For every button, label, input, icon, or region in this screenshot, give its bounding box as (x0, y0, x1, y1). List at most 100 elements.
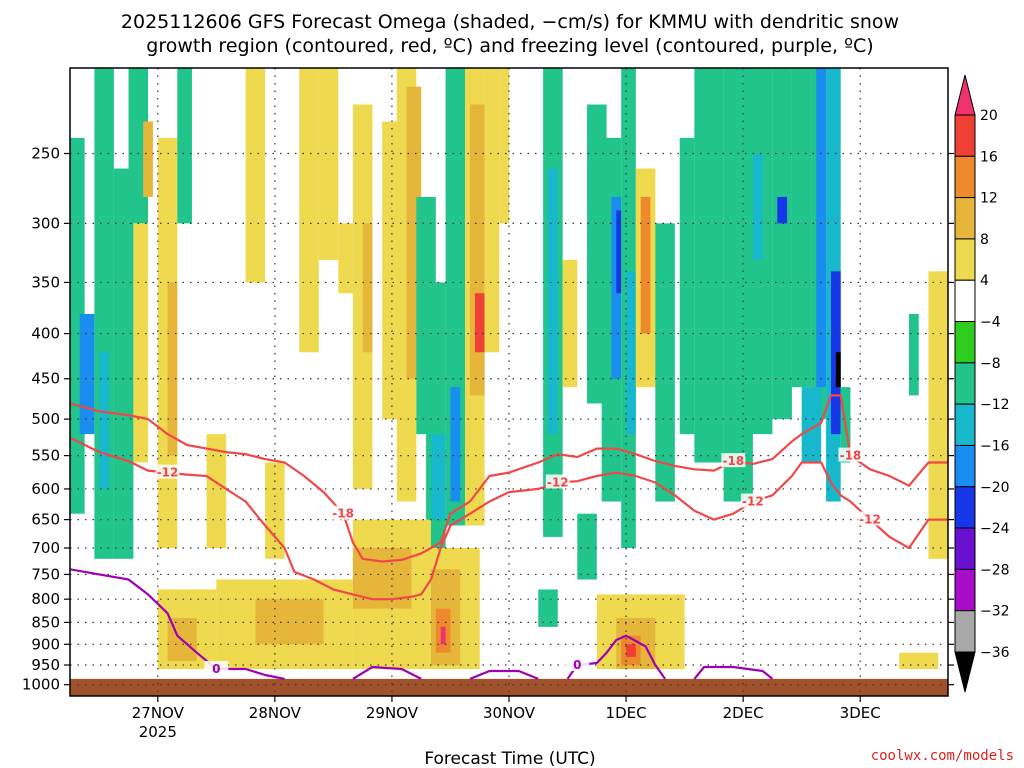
contour-label-bg-0-0 (204, 661, 229, 676)
contour-label-bg--18-2 (838, 447, 863, 462)
x-tick-label-0: 27NOV (132, 704, 185, 722)
y-tick-label-650: 650 (31, 511, 60, 529)
x-tick-label-5: 2DEC (723, 704, 764, 722)
omega-shading (70, 68, 948, 670)
colorbar-label-9: −20 (980, 480, 1010, 496)
colorbar-label-13: −36 (980, 645, 1010, 661)
contour-label-bg-0d-0 (565, 657, 590, 672)
contour-label-0-0: 0 (212, 662, 220, 676)
colorbar: 20 16 12 8 4 −4 −8 −12 −16 −20 −24 −28 −32 −36 (954, 74, 1010, 693)
omega-cell-9 (177, 68, 192, 224)
omega-cell-76 (577, 513, 597, 580)
contour-label-bg--12-0 (155, 464, 180, 479)
contour-label-bg--12-3 (857, 511, 882, 526)
contour-line--18 (70, 394, 948, 563)
colorbar-label-2: 12 (980, 191, 998, 207)
omega-cell-18 (362, 223, 373, 353)
colorbar-label-4: 4 (980, 273, 989, 289)
omega-cell-45 (694, 68, 724, 463)
colorbar-label-11: −28 (980, 562, 1010, 578)
omega-cell-38 (616, 210, 622, 294)
y-tick-label-600: 600 (31, 480, 60, 498)
colorbar-swatch-7 (954, 362, 976, 405)
omega-cell-77 (899, 652, 939, 670)
y-tick-label-700: 700 (31, 539, 60, 557)
colorbar-label-5: −4 (980, 315, 1001, 331)
contour-line--12 (70, 436, 948, 601)
omega-cell-1 (79, 313, 95, 435)
omega-cell-70 (440, 626, 446, 645)
colorbar-swatch-2 (954, 155, 976, 199)
colorbar-swatch-3 (954, 197, 976, 240)
omega-cell-8 (167, 282, 178, 456)
contour-line-0b (352, 665, 422, 680)
colorbar-swatch-5 (954, 279, 976, 323)
x-tick-label-6: 3DEC (840, 704, 881, 722)
contour-label--18-2: -18 (840, 449, 862, 463)
colorbar-label-7: −12 (980, 397, 1010, 413)
colorbar-label-8: −16 (980, 438, 1010, 454)
contour-label-bg--18-1 (721, 453, 746, 468)
colorbar-swatch-10 (954, 486, 976, 529)
plot-area: -18 -18 -18 -12 -12 -12 -12 0 0 (70, 68, 948, 696)
omega-cell-34 (562, 259, 578, 388)
contour-label--12-3: -12 (859, 513, 881, 527)
omega-cell-44 (679, 137, 695, 435)
colorbar-label-12: −32 (980, 604, 1010, 620)
surface-band (70, 678, 948, 696)
omega-cell-50 (777, 196, 788, 224)
omega-cell-29 (474, 293, 485, 353)
chart-title: 2025112606 GFS Forecast Omega (shaded, −… (121, 11, 899, 57)
contour-label--18-0: -18 (332, 507, 354, 521)
contour-label-bg--12-1 (545, 474, 570, 489)
colorbar-label-1: 16 (980, 149, 998, 165)
omega-cell-33 (548, 168, 558, 435)
colorbar-swatch-12 (954, 568, 976, 612)
colorbar-swatch-8 (954, 403, 976, 446)
contour-label-bg--18-0 (331, 505, 356, 520)
y-tick-label-900: 900 (31, 635, 60, 653)
omega-cell-30 (484, 68, 500, 353)
omega-cell-56 (835, 352, 841, 388)
omega-cell-15 (318, 68, 339, 260)
contour-label--12-2: -12 (742, 495, 764, 509)
x-tick-sublabel-0: 2025 (139, 723, 177, 741)
omega-cell-10 (143, 121, 153, 197)
y-tick-label-300: 300 (31, 214, 60, 232)
omega-cell-40 (626, 271, 636, 435)
colorbar-swatch-6 (954, 321, 976, 364)
title-line-2: growth region (contoured, red, ºC) and f… (146, 35, 873, 57)
omega-cell-53 (816, 68, 827, 388)
y-tick-label-550: 550 (31, 447, 60, 465)
omega-cell-26 (450, 387, 461, 502)
omega-cell-24 (430, 434, 446, 520)
colorbar-label-6: −8 (980, 356, 1001, 372)
colorbar-label-3: 8 (980, 232, 989, 248)
omega-cell-35 (587, 104, 607, 404)
ground-surface (70, 678, 948, 696)
y-tick-label-950: 950 (31, 656, 60, 674)
y-tick-label-450: 450 (31, 370, 60, 388)
omega-cell-74 (626, 644, 636, 657)
credit-text: coolwx.com/models (871, 748, 1014, 764)
omega-cell-6 (133, 223, 149, 463)
contour-line-0e (693, 665, 774, 680)
y-tick-label-500: 500 (31, 410, 60, 428)
colorbar-swatch-13 (954, 610, 976, 653)
contour-label--12-0: -12 (157, 466, 179, 480)
y-tick-label-1000: 1000 (22, 676, 60, 694)
contour-line-0c (469, 669, 539, 680)
contour-line-0 (70, 568, 285, 680)
omega-cell-14 (299, 68, 319, 353)
y-tick-label-350: 350 (31, 273, 60, 291)
omega-cell-16 (338, 223, 353, 294)
omega-cell-4 (113, 168, 134, 559)
y-tick-label-800: 800 (31, 590, 60, 608)
omega-cell-43 (655, 223, 675, 502)
title-line-1: 2025112606 GFS Forecast Omega (shaded, −… (121, 11, 899, 33)
y-tick-label-250: 250 (31, 144, 60, 162)
omega-cell-31 (499, 68, 509, 224)
colorbar-swatch-11 (954, 527, 976, 570)
contour-label-0d-0: 0 (573, 658, 581, 672)
